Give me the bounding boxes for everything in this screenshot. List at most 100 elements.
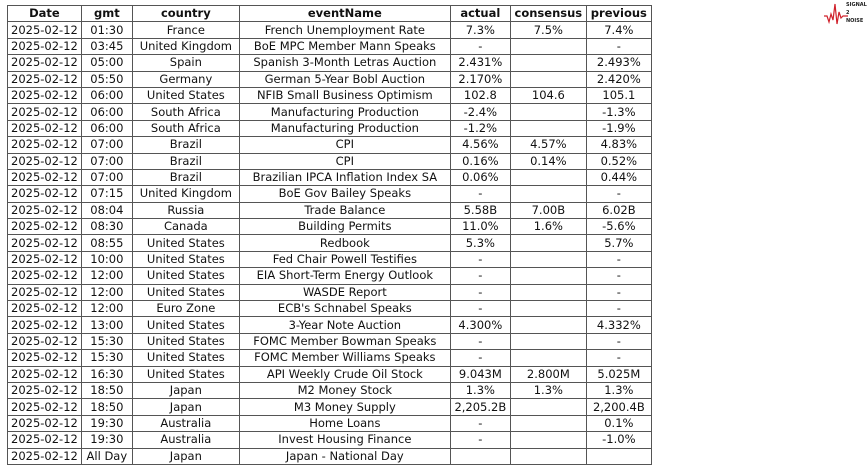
table-row: 2025-02-12 07:00 Brazil Brazilian IPCA Infl… <box>7 168 652 187</box>
cell-consensus <box>509 398 587 416</box>
cell-eventname: Manufacturing Production <box>238 103 451 121</box>
table-row: 2025-02-12 03:45 United Kingdom BoE MPC Mem… <box>7 37 652 56</box>
cell-consensus <box>509 250 587 269</box>
cell-gmt: 12:00 <box>80 300 133 318</box>
cell-eventname: Redbook <box>238 234 451 252</box>
cell-actual: 9.043M <box>449 365 511 383</box>
cell-country: United States <box>131 283 240 302</box>
cell-country: Australia <box>131 414 240 433</box>
cell-actual: 0.06% <box>449 168 511 187</box>
cell-country: United States <box>131 86 240 105</box>
cell-country: Brazil <box>131 168 240 187</box>
cell-country: United Kingdom <box>131 185 240 203</box>
cell-actual: - <box>449 332 511 351</box>
cell-gmt: 12:00 <box>80 283 133 302</box>
cell-country: France <box>131 21 240 39</box>
cell-country: Brazil <box>131 152 240 170</box>
table-row: 2025-02-12 05:50 Germany German 5-Year Bobl… <box>7 70 652 88</box>
cell-previous: -1.0% <box>585 431 652 449</box>
cell-eventname: Japan - National Day <box>238 447 451 465</box>
signal-2-noise-logo: SIGNAL 2 NOISE <box>824 2 867 26</box>
table-row: 2025-02-12 18:50 Japan M3 Money Supply 2,205… <box>7 398 652 416</box>
cell-actual: 5.3% <box>449 234 511 252</box>
table-row: 2025-02-12 19:30 Australia Invest Housing F… <box>7 431 652 449</box>
column-header-consensus: consensus <box>509 4 587 23</box>
table-row: 2025-02-12 07:00 Brazil CPI 0.16% 0.14% 0.52% <box>7 152 652 170</box>
cell-date: 2025-02-12 <box>7 70 82 88</box>
cell-actual: - <box>449 349 511 367</box>
table-row: 2025-02-12 15:30 United States FOMC Member … <box>7 332 652 351</box>
table-row: 2025-02-12 12:00 United States WASDE Report… <box>7 283 652 302</box>
cell-previous: -1.9% <box>585 119 652 138</box>
cell-consensus <box>509 300 587 318</box>
cell-eventname: NFIB Small Business Optimism <box>238 86 451 105</box>
cell-consensus <box>509 316 587 334</box>
cell-date: 2025-02-12 <box>7 37 82 56</box>
cell-gmt: 06:00 <box>80 86 133 105</box>
table-row: 2025-02-12 13:00 United States 3-Year Note … <box>7 316 652 334</box>
cell-eventname: BoE MPC Member Mann Speaks <box>238 37 451 56</box>
cell-consensus <box>509 349 587 367</box>
cell-gmt: 06:00 <box>80 103 133 121</box>
cell-country: Brazil <box>131 136 240 154</box>
cell-eventname: FOMC Member Williams Speaks <box>238 349 451 367</box>
cell-gmt: 19:30 <box>80 431 133 449</box>
cell-previous: 1.3% <box>585 381 652 400</box>
cell-country: United States <box>131 250 240 269</box>
cell-eventname: Fed Chair Powell Testifies <box>238 250 451 269</box>
cell-previous: 4.83% <box>585 136 652 154</box>
cell-date: 2025-02-12 <box>7 201 82 220</box>
column-header-country: country <box>131 4 240 23</box>
cell-actual: -1.2% <box>449 119 511 138</box>
cell-previous: 7.4% <box>585 21 652 39</box>
cell-eventname: CPI <box>238 152 451 170</box>
cell-country: United Kingdom <box>131 37 240 56</box>
cell-date: 2025-02-12 <box>7 283 82 302</box>
cell-date: 2025-02-12 <box>7 152 82 170</box>
cell-eventname: Invest Housing Finance <box>238 431 451 449</box>
table-row: 2025-02-12 06:00 South Africa Manufacturing… <box>7 119 652 138</box>
cell-gmt: 07:00 <box>80 168 133 187</box>
cell-previous: 0.52% <box>585 152 652 170</box>
cell-consensus <box>509 103 587 121</box>
table-row: 2025-02-12 08:04 Russia Trade Balance 5.58B 7… <box>7 201 652 220</box>
cell-previous: - <box>585 267 652 285</box>
cell-country: United States <box>131 365 240 383</box>
cell-country: Japan <box>131 398 240 416</box>
cell-previous: 2.493% <box>585 54 652 72</box>
cell-actual: - <box>449 250 511 269</box>
cell-actual: 0.16% <box>449 152 511 170</box>
cell-eventname: Trade Balance <box>238 201 451 220</box>
cell-consensus <box>509 267 587 285</box>
cell-date: 2025-02-12 <box>7 365 82 383</box>
table-row: 2025-02-12 01:30 France French Unemployment… <box>7 21 652 39</box>
cell-previous: -1.3% <box>585 103 652 121</box>
cell-actual: -2.4% <box>449 103 511 121</box>
cell-date: 2025-02-12 <box>7 119 82 138</box>
cell-previous: 0.1% <box>585 414 652 433</box>
logo-line-1: SIGNAL <box>846 2 867 8</box>
cell-consensus <box>509 37 587 56</box>
cell-gmt: 10:00 <box>80 250 133 269</box>
cell-gmt: 07:00 <box>80 136 133 154</box>
cell-date: 2025-02-12 <box>7 332 82 351</box>
cell-country: Japan <box>131 447 240 465</box>
cell-gmt: 08:04 <box>80 201 133 220</box>
cell-actual: - <box>449 300 511 318</box>
cell-actual <box>449 447 511 465</box>
cell-eventname: Manufacturing Production <box>238 119 451 138</box>
cell-previous: - <box>585 250 652 269</box>
cell-previous: 5.025M <box>585 365 652 383</box>
cell-gmt: 19:30 <box>80 414 133 433</box>
cell-previous: 2,200.4B <box>585 398 652 416</box>
cell-actual: 102.8 <box>449 86 511 105</box>
cell-consensus <box>509 185 587 203</box>
cell-gmt: 03:45 <box>80 37 133 56</box>
cell-eventname: BoE Gov Bailey Speaks <box>238 185 451 203</box>
cell-eventname: WASDE Report <box>238 283 451 302</box>
cell-consensus <box>509 168 587 187</box>
cell-gmt: 07:00 <box>80 152 133 170</box>
cell-country: Spain <box>131 54 240 72</box>
cell-gmt: 01:30 <box>80 21 133 39</box>
cell-actual: 2.431% <box>449 54 511 72</box>
